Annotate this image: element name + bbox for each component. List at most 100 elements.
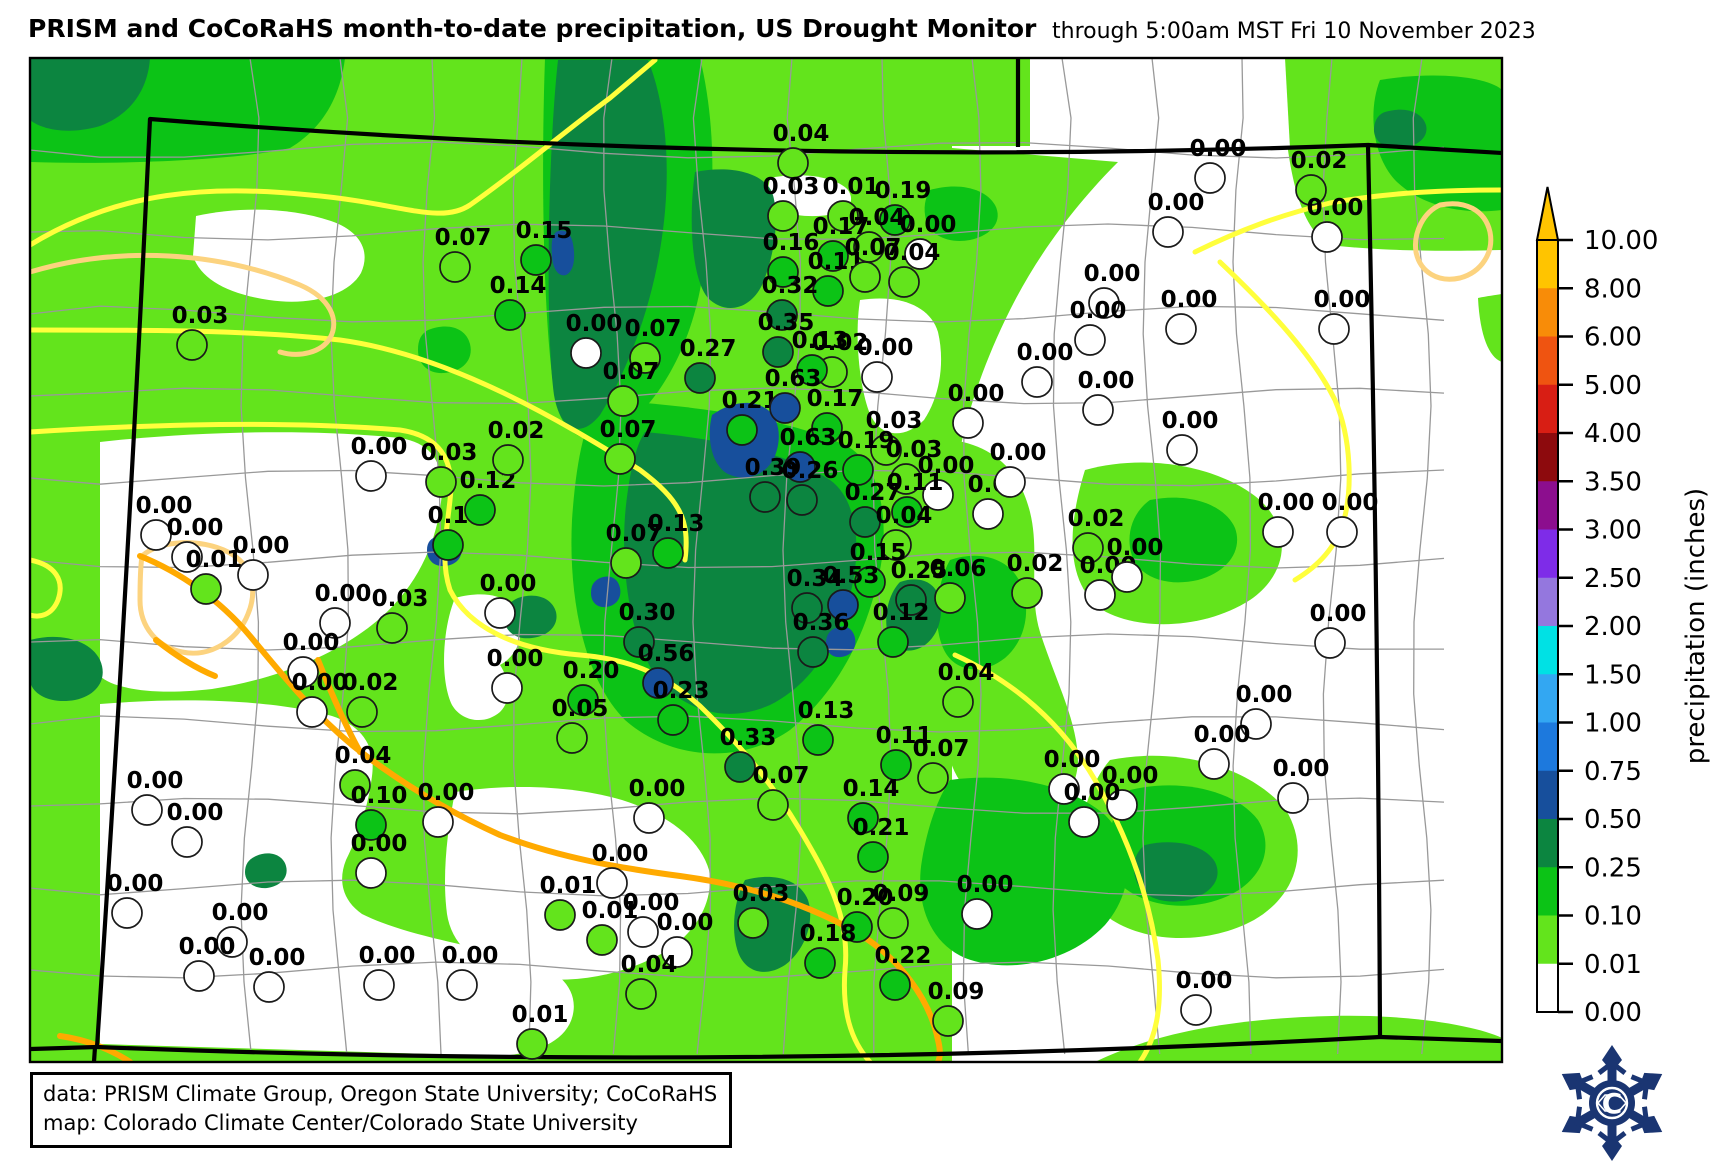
logo-letter: C [1602, 1087, 1623, 1120]
station-value-label: 0.32 [762, 273, 819, 299]
station-value-label: 0.02 [1068, 506, 1125, 532]
station-marker [767, 200, 799, 232]
county-line [1052, 59, 1072, 1055]
station-marker [827, 200, 859, 232]
station-marker [942, 686, 974, 718]
station-marker [1088, 287, 1120, 319]
colorbar-segment [1537, 867, 1558, 916]
timestamp-label: through 5:00am MST Fri 10 November 2023 [1052, 19, 1536, 44]
colorbar-tick-label: 2.50 [1584, 564, 1642, 594]
station-marker [972, 498, 1004, 530]
station-value-label: 0.00 [249, 945, 306, 971]
station-marker [880, 529, 912, 561]
precip-field-blob [1032, 59, 1290, 148]
colorbar-tick-label: 0.10 [1584, 902, 1642, 932]
station-value-label: 0.00 [1310, 601, 1367, 627]
drought-contour-D0 [31, 59, 658, 248]
station-value-label: 0.13 [798, 698, 855, 724]
station-marker [767, 256, 799, 288]
station-value-label: 0.00 [1064, 780, 1121, 806]
station-marker [952, 407, 984, 439]
station-value-label: 0.02 [1291, 148, 1348, 174]
station-marker [633, 802, 665, 834]
station-marker [610, 547, 642, 579]
station-value-label: 0.04 [938, 660, 995, 686]
station-value-label: 0.04 [773, 121, 830, 147]
station-marker [439, 251, 471, 283]
station-marker [171, 541, 203, 573]
station-value-label: 0.00 [1078, 368, 1135, 394]
station-value-label: 0.00 [1044, 747, 1101, 773]
precip-field-blob [591, 576, 621, 608]
station-value-label: 0.00 [592, 841, 649, 867]
station-marker [796, 354, 828, 386]
station-marker [484, 597, 516, 629]
station-value-label: 0.00 [292, 670, 349, 696]
station-marker [491, 672, 523, 704]
station-marker [857, 841, 889, 873]
colorbar-tick-label: 0.50 [1584, 805, 1642, 835]
station-marker [757, 789, 789, 821]
station-marker [880, 749, 912, 781]
station-value-label: 0.25 [891, 558, 948, 584]
station-value-label: 0.01 [186, 547, 243, 573]
station-value-label: 0.03 [866, 408, 923, 434]
county-line [31, 879, 1445, 897]
station-marker [1311, 221, 1343, 253]
station-marker [877, 907, 909, 939]
station-value-label: 0.00 [918, 453, 975, 479]
station-value-label: 0.00 [857, 335, 914, 361]
county-line [31, 141, 1445, 159]
colorbar-segment [1537, 770, 1558, 820]
station-value-label: 0.00 [1236, 682, 1293, 708]
station-marker [604, 443, 636, 475]
snowflake-logo: C [1561, 1045, 1663, 1161]
station-value-label: 0.21 [853, 815, 910, 841]
colorbar-axis-label: precipitation (inches) [1681, 488, 1711, 764]
map-frame [28, 56, 1504, 1064]
colorbar-tick-label: 2.00 [1584, 612, 1642, 642]
colorbar-segment [1537, 240, 1558, 289]
station-value-label: 0.00 [1190, 136, 1247, 162]
station-value-label: 0.00 [212, 900, 269, 926]
station-value-label: 0.20 [837, 885, 894, 911]
station-value-label: 0.63 [765, 366, 822, 392]
county-line [512, 59, 532, 1055]
station-value-label: 0.18 [800, 921, 857, 947]
station-value-label: 0.06 [930, 556, 987, 582]
colorbar-tick-label: 0.00 [1584, 998, 1642, 1028]
station-value-label: 0.00 [623, 890, 680, 916]
station-marker [1048, 773, 1080, 805]
station-marker [661, 936, 693, 968]
station-value-label: 0.02 [488, 418, 545, 444]
station-marker [812, 275, 844, 307]
colorbar-segment [1537, 384, 1558, 434]
station-value-label: 0.03 [421, 440, 478, 466]
station-value-label: 0.22 [875, 943, 932, 969]
station-marker [786, 484, 818, 516]
station-value-label: 0.13 [792, 328, 849, 354]
station-marker [811, 412, 843, 444]
station-marker [140, 519, 172, 551]
station-value-label: 0.01 [582, 898, 639, 924]
station-marker [934, 582, 966, 614]
station-marker [432, 529, 464, 561]
station-marker [657, 704, 689, 736]
station-marker [777, 147, 809, 179]
drought-contour-D0 [31, 421, 873, 1061]
station-value-label: 0.00 [136, 493, 193, 519]
station-marker [363, 969, 395, 1001]
station-marker [520, 244, 552, 276]
station-marker [861, 361, 893, 393]
station-value-label: 0.03 [886, 437, 943, 463]
station-value-label: 0.20 [563, 658, 620, 684]
station-value-label: 0.00 [1307, 195, 1364, 221]
drought-contour-D2 [315, 657, 363, 755]
station-marker [791, 592, 823, 624]
colorbar-segment [1537, 626, 1558, 675]
station-value-label: 0.33 [720, 725, 777, 751]
station-marker [842, 454, 874, 486]
colorbar-segment [1537, 722, 1558, 772]
station-marker [422, 806, 454, 838]
colorbar: 10.00 8.00 6.00 5.00 4.00 3.50 3.00 2.50 2.00 1.5… [1535, 186, 1711, 1028]
